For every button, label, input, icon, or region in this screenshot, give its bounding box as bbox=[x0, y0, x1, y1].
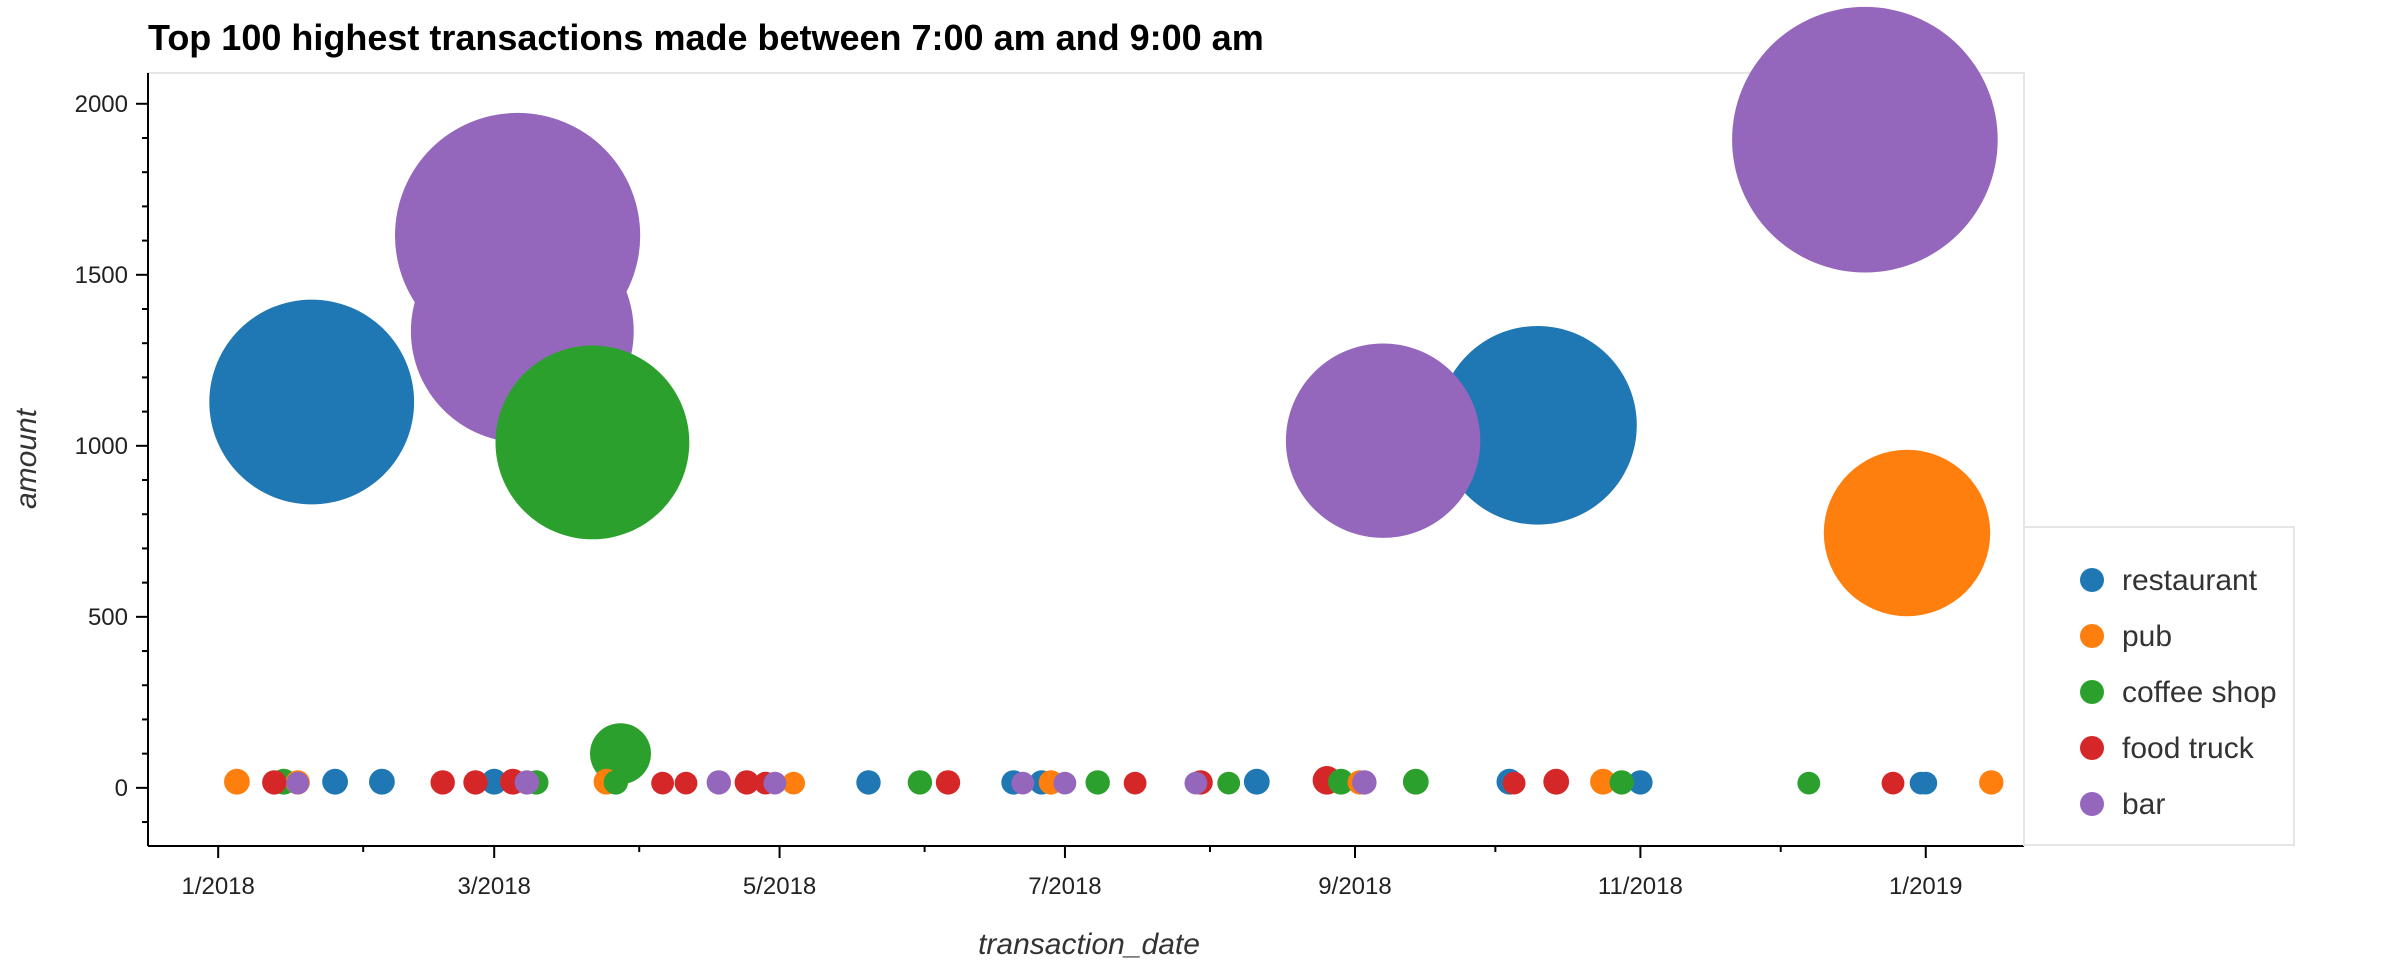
data-point-bar bbox=[514, 770, 540, 795]
data-point-restaurant bbox=[1243, 768, 1270, 795]
y-axis-ticks: 0 500 1000 1500 2000 bbox=[75, 91, 148, 824]
data-point-food-truck bbox=[1543, 768, 1570, 795]
x-tick-label: 11/2018 bbox=[1598, 873, 1683, 900]
chart-title: Top 100 highest transactions made betwee… bbox=[148, 17, 1264, 58]
x-tick-label: 7/2018 bbox=[1028, 873, 1101, 900]
data-point-coffee-shop bbox=[907, 770, 933, 795]
data-point-restaurant bbox=[481, 768, 508, 795]
x-tick-label: 9/2018 bbox=[1318, 873, 1391, 900]
data-point-food-truck bbox=[651, 771, 674, 795]
data-point-restaurant bbox=[1628, 770, 1653, 795]
data-point-restaurant bbox=[856, 770, 881, 795]
data-point-food-truck bbox=[1502, 771, 1526, 795]
legend-box bbox=[2023, 526, 2295, 846]
data-point-bar bbox=[1352, 770, 1377, 795]
data-point-restaurant bbox=[369, 768, 395, 795]
data-point-food-truck bbox=[463, 770, 488, 795]
data-point-food-truck bbox=[935, 770, 961, 795]
legend-marker bbox=[2080, 680, 2104, 704]
data-point-pub bbox=[782, 771, 805, 795]
legend-label: restaurant bbox=[2122, 564, 2258, 597]
y-tick-label: 2000 bbox=[75, 91, 128, 118]
data-point-bar bbox=[1011, 771, 1035, 795]
data-point-pub bbox=[1979, 770, 2004, 795]
data-point-food-truck bbox=[734, 770, 759, 795]
y-tick-label: 1000 bbox=[75, 433, 128, 460]
data-point-coffee-shop bbox=[1328, 768, 1354, 795]
data-point-food-truck bbox=[1123, 771, 1147, 795]
data-point-bar bbox=[1732, 6, 1998, 273]
data-point-coffee-shop bbox=[1609, 770, 1634, 795]
y-tick-label: 1500 bbox=[75, 262, 128, 289]
data-points bbox=[209, 6, 2004, 795]
y-tick-label: 0 bbox=[115, 775, 128, 802]
legend-marker bbox=[2080, 792, 2104, 816]
data-point-bar bbox=[706, 770, 731, 795]
data-point-restaurant bbox=[322, 768, 348, 795]
data-point-food-truck bbox=[430, 770, 455, 795]
data-point-coffee-shop bbox=[1402, 768, 1429, 795]
data-point-food-truck bbox=[1881, 771, 1905, 795]
data-point-coffee-shop bbox=[1797, 771, 1821, 795]
data-point-coffee-shop bbox=[603, 770, 628, 795]
legend-label: pub bbox=[2122, 620, 2172, 653]
legend: restaurant pub coffee shop food truck bar bbox=[2023, 526, 2295, 846]
data-point-pub bbox=[1590, 768, 1616, 795]
data-point-restaurant bbox=[1914, 771, 1938, 795]
data-point-coffee-shop bbox=[1217, 771, 1241, 795]
legend-label: coffee shop bbox=[2122, 676, 2277, 709]
data-point-pub bbox=[1823, 449, 1991, 617]
y-tick-label: 500 bbox=[88, 604, 128, 631]
y-axis-label: amount bbox=[10, 407, 43, 509]
data-point-bar bbox=[1285, 343, 1481, 538]
data-point-food-truck bbox=[674, 771, 698, 795]
x-tick-label: 1/2019 bbox=[1889, 873, 1962, 900]
data-point-pub bbox=[224, 768, 250, 795]
legend-label: bar bbox=[2122, 788, 2165, 821]
legend-marker bbox=[2080, 568, 2104, 592]
data-point-restaurant bbox=[209, 299, 415, 505]
data-point-coffee-shop bbox=[495, 345, 690, 540]
legend-marker bbox=[2080, 624, 2104, 648]
legend-label: food truck bbox=[2122, 732, 2255, 765]
data-point-restaurant bbox=[1438, 326, 1637, 525]
data-point-bar bbox=[1184, 771, 1208, 795]
x-tick-label: 1/2018 bbox=[181, 873, 254, 900]
x-tick-label: 3/2018 bbox=[457, 873, 530, 900]
data-point-food-truck bbox=[262, 770, 287, 795]
x-axis-ticks: 1/2018 3/2018 5/2018 7/2018 9/2018 11/2018 1/2… bbox=[181, 846, 1962, 900]
data-point-coffee-shop bbox=[1085, 770, 1110, 795]
data-point-bar bbox=[286, 771, 310, 795]
x-axis-label: transaction_date bbox=[978, 928, 1200, 960]
legend-marker bbox=[2080, 736, 2104, 760]
x-tick-label: 5/2018 bbox=[743, 873, 816, 900]
data-point-bar bbox=[763, 771, 787, 795]
data-point-bar bbox=[1053, 771, 1077, 795]
